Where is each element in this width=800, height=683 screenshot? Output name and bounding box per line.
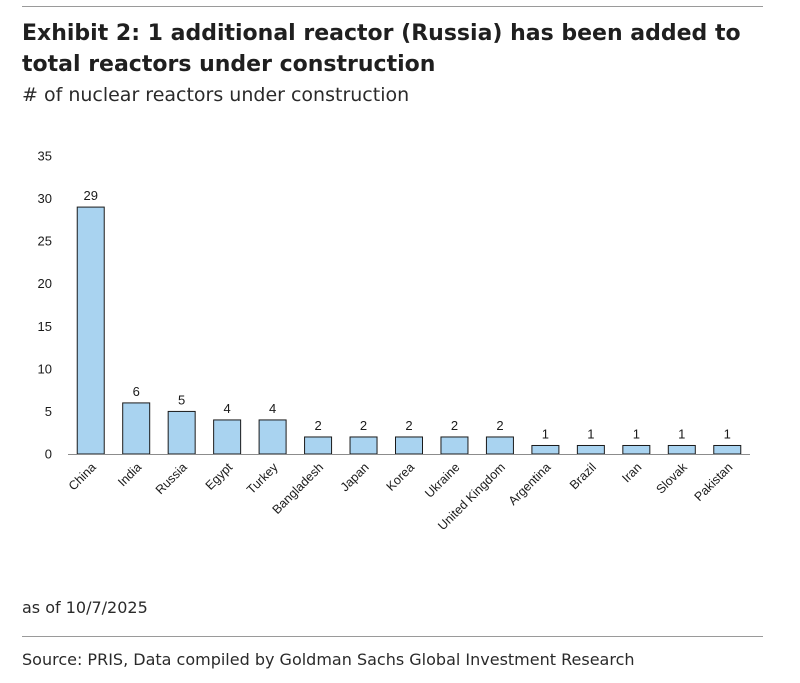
x-tick-label: Japan — [338, 460, 372, 494]
bar-slovak — [667, 444, 696, 455]
data-label: 4 — [224, 401, 231, 416]
data-label: 4 — [269, 401, 276, 416]
x-tick-label: Pakistan — [692, 460, 736, 504]
bar-argentina — [531, 444, 560, 455]
bars-group — [76, 206, 742, 455]
bar-brazil — [576, 444, 605, 455]
data-label: 2 — [451, 418, 458, 433]
x-tick-label: Brazil — [567, 460, 599, 492]
y-tick-label: 20 — [38, 276, 52, 291]
data-label: 1 — [633, 426, 640, 441]
x-tick-label: China — [66, 460, 99, 493]
bar-japan — [349, 436, 378, 455]
bar-iran — [622, 444, 651, 455]
bar-chart: 0 5 10 15 20 25 30 35 29 6 5 4 4 2 2 2 2 2 1 1 1 1 1 China Ind… — [38, 149, 750, 533]
bar-india — [122, 402, 151, 455]
data-label: 2 — [360, 418, 367, 433]
data-label: 1 — [542, 426, 549, 441]
data-labels-group: 29 6 5 4 4 2 2 2 2 2 1 1 1 1 1 — [83, 188, 730, 441]
chart-subtitle: # of nuclear reactors under construction — [22, 84, 410, 106]
y-tick-label: 35 — [38, 149, 52, 164]
y-tick-label: 25 — [38, 234, 52, 249]
data-label: 5 — [178, 392, 185, 407]
x-tick-label: India — [115, 460, 144, 489]
data-label: 2 — [405, 418, 412, 433]
source-note: Source: PRIS, Data compiled by Goldman S… — [22, 650, 635, 669]
bar-china — [76, 206, 105, 455]
data-label: 29 — [83, 188, 97, 203]
bar-turkey — [258, 419, 287, 455]
y-tick-label: 5 — [45, 404, 52, 419]
x-tick-label: Ukraine — [422, 460, 462, 500]
y-tick-label: 15 — [38, 319, 52, 334]
bar-egypt — [213, 419, 242, 455]
bar-pakistan — [713, 444, 742, 455]
x-tick-label: Slovak — [653, 460, 690, 497]
data-label: 2 — [496, 418, 503, 433]
bottom-rule — [22, 636, 763, 637]
bar-ukraine — [440, 436, 469, 455]
bar-russia — [167, 410, 196, 455]
x-tick-label: Russia — [153, 460, 190, 497]
bar-united-kingdom — [485, 436, 514, 455]
top-rule — [22, 6, 763, 7]
bar-bangladesh — [304, 436, 333, 455]
as-of-date: as of 10/7/2025 — [22, 598, 148, 617]
y-tick-label: 0 — [45, 447, 52, 462]
chart-title: Exhibit 2: 1 additional reactor (Russia)… — [22, 21, 741, 77]
data-label: 1 — [587, 426, 594, 441]
y-tick-label: 30 — [38, 191, 52, 206]
y-tick-label: 10 — [38, 361, 52, 376]
data-label: 2 — [314, 418, 321, 433]
data-label: 6 — [133, 384, 140, 399]
data-label: 1 — [724, 426, 731, 441]
x-tick-label: Iran — [619, 460, 644, 485]
y-axis: 0 5 10 15 20 25 30 35 — [38, 149, 52, 462]
x-tick-label: Turkey — [244, 460, 281, 497]
bar-korea — [395, 436, 423, 455]
x-tick-label: Argentina — [506, 460, 554, 508]
x-tick-label: Egypt — [203, 460, 236, 493]
x-tick-label: Korea — [384, 460, 418, 494]
data-label: 1 — [678, 426, 685, 441]
